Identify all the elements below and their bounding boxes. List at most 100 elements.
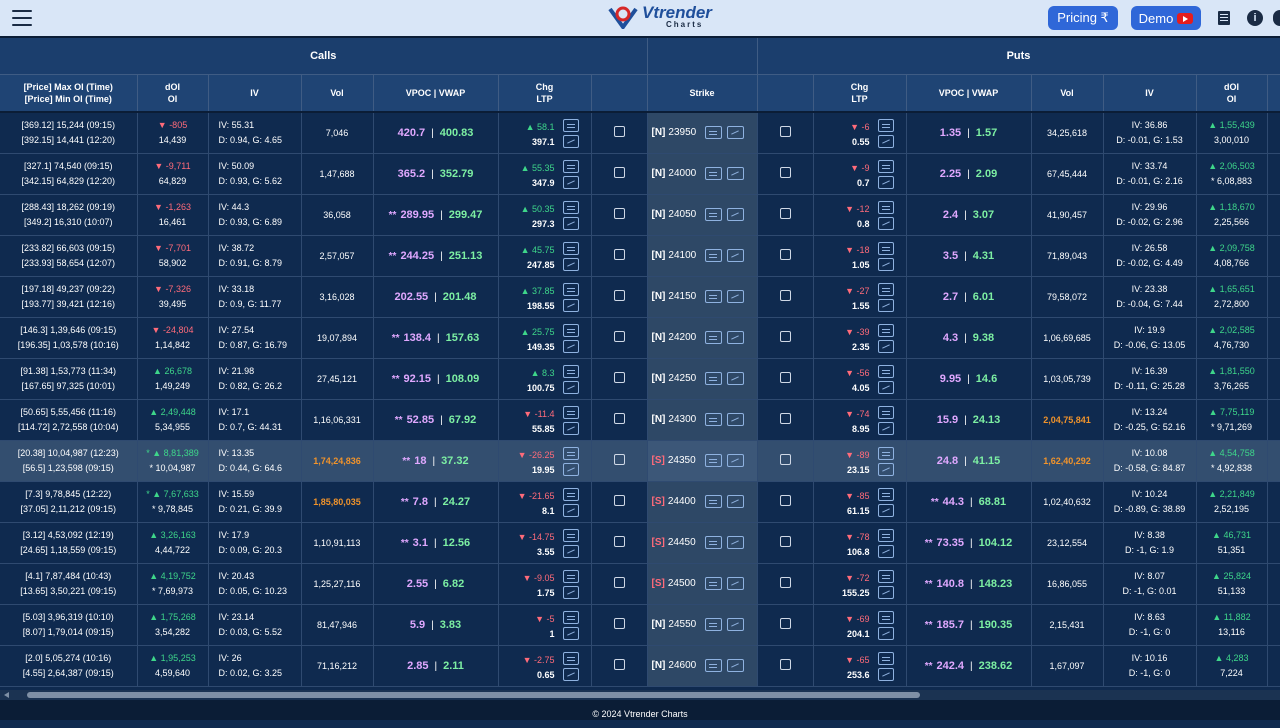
put-line-chart-icon[interactable] <box>877 339 894 353</box>
strike-line-chart-icon[interactable] <box>727 208 745 221</box>
strike-line-chart-icon[interactable] <box>727 372 745 385</box>
put-options-chart-icon[interactable] <box>877 159 894 173</box>
put-options-chart-icon[interactable] <box>877 487 894 501</box>
strike-line-chart-icon[interactable] <box>726 577 744 590</box>
put-line-chart-icon[interactable] <box>877 462 894 476</box>
pricing-button[interactable]: Pricing ₹ <box>1048 6 1118 30</box>
put-checkbox[interactable] <box>779 536 791 547</box>
put-checkbox[interactable] <box>779 249 791 260</box>
call-line-chart-icon[interactable] <box>562 421 579 435</box>
call-line-chart-icon[interactable] <box>562 626 579 640</box>
put-line-chart-icon[interactable] <box>877 503 894 517</box>
strike-line-chart-icon[interactable] <box>727 413 745 426</box>
call-line-chart-icon[interactable] <box>562 175 579 189</box>
put-options-chart-icon[interactable] <box>877 405 894 419</box>
strike-options-chart-icon[interactable] <box>705 413 723 426</box>
strike-line-chart-icon[interactable] <box>727 290 745 303</box>
put-line-chart-icon[interactable] <box>877 175 894 189</box>
call-line-chart-icon[interactable] <box>562 585 579 599</box>
strike-options-chart-icon[interactable] <box>705 618 723 631</box>
call-checkbox[interactable] <box>613 495 625 506</box>
call-options-chart-icon[interactable] <box>562 528 579 542</box>
put-options-chart-icon[interactable] <box>877 528 894 542</box>
strike-line-chart-icon[interactable] <box>727 167 745 180</box>
put-checkbox[interactable] <box>779 495 791 506</box>
call-checkbox[interactable] <box>613 413 625 424</box>
strike-line-chart-icon[interactable] <box>727 126 745 140</box>
call-options-chart-icon[interactable] <box>562 405 579 419</box>
put-options-chart-icon[interactable] <box>877 119 894 132</box>
put-options-chart-icon[interactable] <box>877 651 894 665</box>
call-checkbox[interactable] <box>613 331 625 342</box>
call-line-chart-icon[interactable] <box>562 216 579 230</box>
col-vol[interactable]: Vol <box>301 74 374 113</box>
col-strike[interactable]: Strike <box>647 74 758 113</box>
call-checkbox[interactable] <box>613 249 625 260</box>
call-line-chart-icon[interactable] <box>562 503 579 517</box>
logo[interactable]: Vtrender Charts <box>608 4 712 30</box>
call-checkbox[interactable] <box>613 618 625 629</box>
put-line-chart-icon[interactable] <box>877 257 894 271</box>
put-options-chart-icon[interactable] <box>877 569 894 583</box>
put-options-chart-icon[interactable] <box>877 282 894 296</box>
put-line-chart-icon[interactable] <box>877 135 894 148</box>
col-put-vol[interactable]: Vol <box>1031 74 1104 113</box>
call-line-chart-icon[interactable] <box>562 339 579 353</box>
call-line-chart-icon[interactable] <box>562 257 579 271</box>
call-options-chart-icon[interactable] <box>562 282 579 296</box>
strike-line-chart-icon[interactable] <box>727 331 745 344</box>
strike-options-chart-icon[interactable] <box>704 454 722 467</box>
strike-options-chart-icon[interactable] <box>705 290 723 303</box>
put-line-chart-icon[interactable] <box>877 626 894 640</box>
call-checkbox[interactable] <box>613 167 625 178</box>
put-options-chart-icon[interactable] <box>877 241 894 255</box>
call-options-chart-icon[interactable] <box>562 364 579 378</box>
call-options-chart-icon[interactable] <box>562 323 579 337</box>
put-line-chart-icon[interactable] <box>877 380 894 394</box>
call-options-chart-icon[interactable] <box>562 651 579 665</box>
strike-options-chart-icon[interactable] <box>705 208 723 221</box>
put-options-chart-icon[interactable] <box>877 364 894 378</box>
strike-options-chart-icon[interactable] <box>704 577 722 590</box>
call-checkbox[interactable] <box>613 208 625 219</box>
col-doi[interactable]: dOI OI <box>137 74 209 113</box>
col-chg-ltp[interactable]: Chg LTP <box>498 74 592 113</box>
strike-line-chart-icon[interactable] <box>727 249 745 262</box>
call-options-chart-icon[interactable] <box>562 200 579 214</box>
put-checkbox[interactable] <box>779 413 791 424</box>
call-checkbox[interactable] <box>613 577 625 588</box>
put-line-chart-icon[interactable] <box>877 585 894 599</box>
put-options-chart-icon[interactable] <box>877 323 894 337</box>
put-checkbox[interactable] <box>779 372 791 383</box>
menu-icon[interactable] <box>12 10 32 26</box>
put-line-chart-icon[interactable] <box>877 216 894 230</box>
strike-options-chart-icon[interactable] <box>705 167 723 180</box>
strike-options-chart-icon[interactable] <box>705 331 723 344</box>
put-checkbox[interactable] <box>779 208 791 219</box>
put-checkbox[interactable] <box>779 659 791 670</box>
put-options-chart-icon[interactable] <box>877 200 894 214</box>
put-line-chart-icon[interactable] <box>877 667 894 681</box>
call-line-chart-icon[interactable] <box>562 135 579 148</box>
call-line-chart-icon[interactable] <box>562 544 579 558</box>
col-put-chg-ltp[interactable]: Chg LTP <box>813 74 907 113</box>
info-icon[interactable]: i <box>1247 10 1263 26</box>
put-line-chart-icon[interactable] <box>877 298 894 312</box>
call-checkbox[interactable] <box>613 290 625 301</box>
call-options-chart-icon[interactable] <box>562 241 579 255</box>
call-line-chart-icon[interactable] <box>562 462 579 476</box>
put-options-chart-icon[interactable] <box>877 446 894 460</box>
strike-line-chart-icon[interactable] <box>726 454 744 467</box>
put-checkbox[interactable] <box>779 454 791 465</box>
strike-line-chart-icon[interactable] <box>726 536 744 549</box>
put-checkbox[interactable] <box>779 331 791 342</box>
call-checkbox[interactable] <box>613 454 625 465</box>
put-line-chart-icon[interactable] <box>877 544 894 558</box>
col-price-oi[interactable]: [Price] Max OI (Time) [Price] Min OI (Tim… <box>0 74 138 113</box>
call-checkbox[interactable] <box>613 536 625 547</box>
strike-options-chart-icon[interactable] <box>705 126 723 140</box>
account-icon[interactable] <box>1273 10 1280 26</box>
strike-line-chart-icon[interactable] <box>726 495 744 508</box>
demo-button[interactable]: Demo <box>1131 6 1201 30</box>
call-options-chart-icon[interactable] <box>562 610 579 624</box>
